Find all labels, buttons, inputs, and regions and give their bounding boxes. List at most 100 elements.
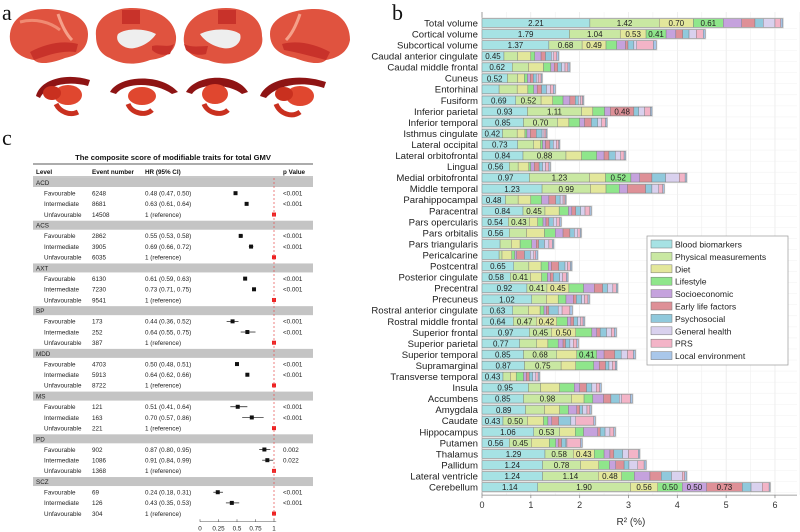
bar-segment <box>577 228 581 238</box>
bar-segment <box>603 350 616 360</box>
bar-segment <box>546 305 550 315</box>
x-tick-label: 1 <box>528 500 533 510</box>
row-hr-ci: 1 (reference) <box>145 340 181 347</box>
bar-segment <box>546 84 551 94</box>
segment-value-label: 0.65 <box>490 262 506 271</box>
bar-segment <box>627 40 635 50</box>
bar-segment <box>550 84 554 94</box>
bar-segment <box>605 40 617 50</box>
bar-segment <box>526 128 531 138</box>
bar-segment <box>558 206 569 216</box>
category-label: Parahippocampal <box>403 195 478 206</box>
group-band <box>33 220 313 230</box>
bar-segment <box>534 51 542 61</box>
category-label: Caudal anterior cingulate <box>371 52 478 63</box>
row-p-value: <0.001 <box>283 287 303 294</box>
group-label: BP <box>36 308 44 315</box>
bar-segment <box>530 73 534 83</box>
bar-segment <box>541 128 545 138</box>
bar-segment <box>560 361 576 371</box>
category-label: Fusiform <box>441 96 478 107</box>
bar-segment <box>658 184 663 194</box>
bar-segment <box>559 427 576 437</box>
bar-segment <box>622 449 629 459</box>
row-p-value: <0.001 <box>283 244 303 251</box>
row-p-value: <0.001 <box>283 190 303 197</box>
bar-segment <box>558 261 566 271</box>
row-level: Favourable <box>44 404 76 411</box>
row-level: Intermediate <box>44 457 79 464</box>
row-hr-ci: 1 (reference) <box>145 468 181 475</box>
bar-segment <box>754 18 764 28</box>
bar-segment <box>596 383 600 393</box>
segment-value-label: 0.99 <box>558 185 574 194</box>
category-label: Amygdala <box>435 405 478 416</box>
category-label: Posterior cingulate <box>399 273 478 284</box>
bar-segment <box>540 261 549 271</box>
bar-segment <box>537 372 540 382</box>
segment-value-label: 0.56 <box>488 439 504 448</box>
legend-label: Blood biomarkers <box>675 240 742 250</box>
row-hr-ci: 0.24 (0.18, 0.31) <box>145 490 191 497</box>
bar-segment <box>517 162 530 172</box>
bar-segment <box>568 117 580 127</box>
category-label: Lingual <box>447 162 478 173</box>
bar-segment <box>562 338 566 348</box>
bar-segment <box>528 305 541 315</box>
forest-tick-label: 1 <box>272 525 276 532</box>
row-p-value: <0.001 <box>283 372 303 379</box>
category-label: Pars opercularis <box>409 217 479 228</box>
legend-swatch <box>650 264 673 274</box>
bar-segment <box>537 217 544 227</box>
bar-segment <box>564 195 567 205</box>
segment-value-label: 0.48 <box>486 196 502 205</box>
row-event-number: 252 <box>92 329 103 336</box>
segment-value-label: 1.24 <box>504 472 520 481</box>
segment-value-label: 0.97 <box>498 174 514 183</box>
bar-segment <box>601 117 606 127</box>
bar-segment <box>530 51 535 61</box>
bar-segment <box>499 239 512 249</box>
x-tick-label: 4 <box>675 500 680 510</box>
bar-segment <box>612 283 617 293</box>
bar-segment <box>532 372 536 382</box>
bar-segment <box>575 327 593 337</box>
bar-segment <box>608 361 613 371</box>
bar-segment <box>556 217 560 227</box>
bar-segment <box>524 250 531 260</box>
segment-value-label: 1.06 <box>500 428 516 437</box>
segment-value-label: 0.45 <box>513 439 529 448</box>
bar-segment <box>649 471 662 481</box>
brain-medial-right <box>183 8 263 64</box>
segment-value-label: 0.77 <box>493 339 509 348</box>
bar-segment <box>510 372 517 382</box>
row-level: Unfavourable <box>44 297 82 304</box>
row-level: Intermediate <box>44 415 79 422</box>
bar-segment <box>529 217 538 227</box>
bar-segment <box>545 217 550 227</box>
bar-segment <box>481 239 501 249</box>
legend-swatch <box>650 239 673 249</box>
bar-segment <box>553 51 557 61</box>
segment-value-label: 0.84 <box>495 152 511 161</box>
group-label: ACD <box>36 180 50 187</box>
segment-value-label: 0.50 <box>556 328 572 337</box>
legend-label: Socioeconomic <box>675 289 734 299</box>
segment-value-label: 0.93 <box>497 107 513 116</box>
bar-segment <box>527 84 534 94</box>
bar-segment <box>628 449 639 459</box>
row-p-value: <0.001 <box>283 319 303 326</box>
brain-subcortical-views <box>36 76 326 118</box>
bar-segment <box>550 272 554 282</box>
bar-segment <box>569 228 575 238</box>
bar-segment <box>535 250 538 260</box>
bar-segment <box>603 394 612 404</box>
bar-segment <box>519 338 537 348</box>
bar-segment <box>545 162 550 172</box>
bar-segment <box>573 316 578 326</box>
bar-segment <box>562 195 566 205</box>
legend-label: Local environment <box>675 351 746 361</box>
brain-lateral-right <box>270 8 350 64</box>
bar-segment <box>549 140 554 150</box>
bar-segment <box>581 151 597 161</box>
